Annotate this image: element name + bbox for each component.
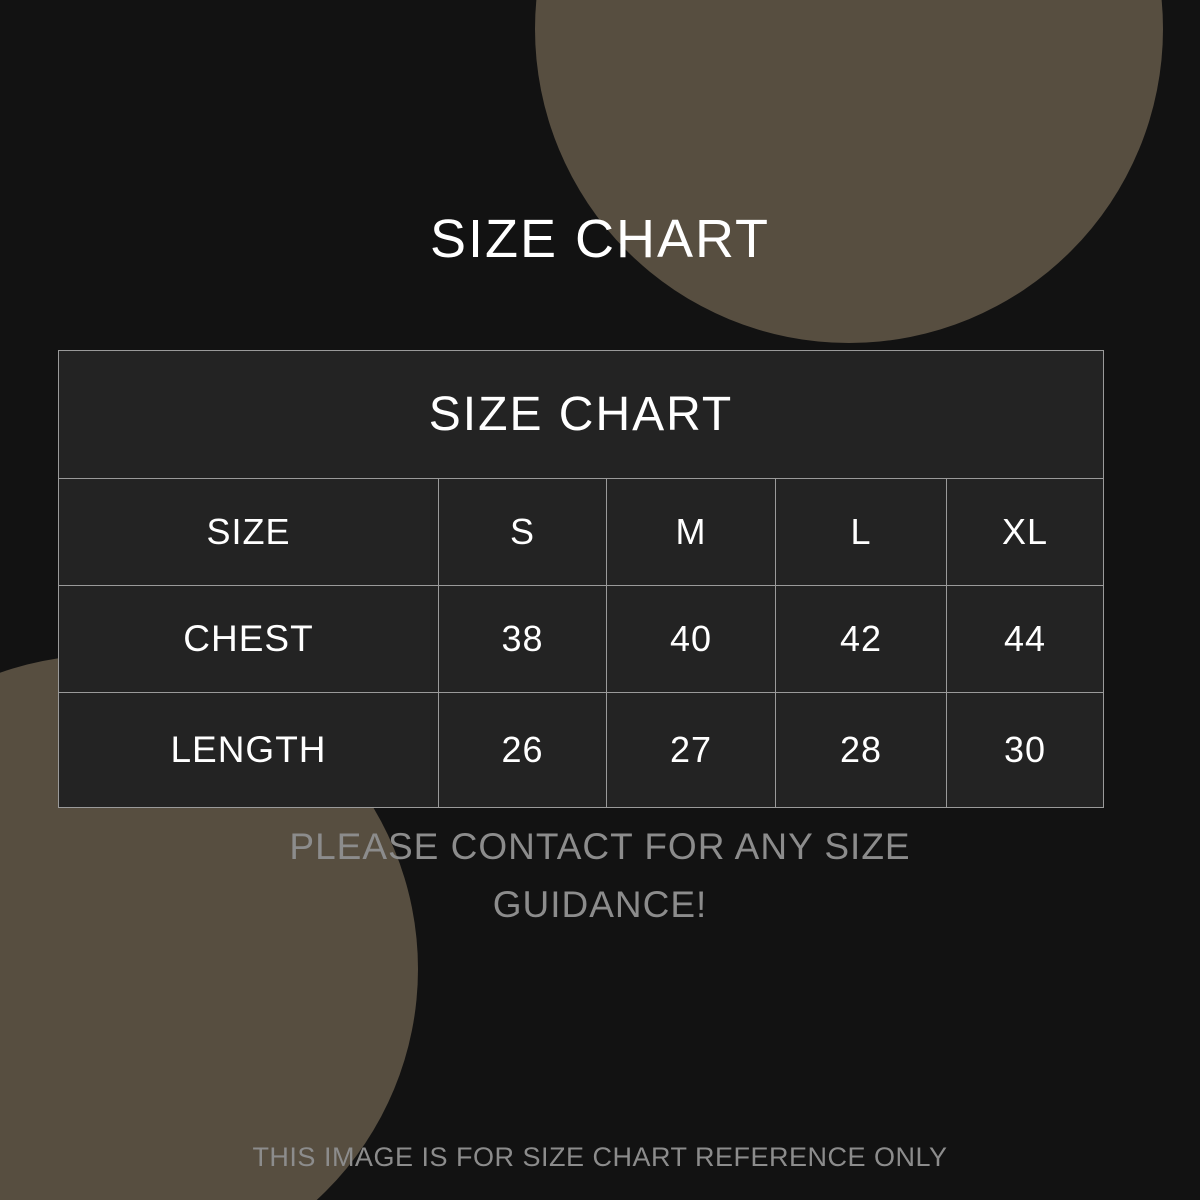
size-chart-table: SIZE CHART SIZE S M L XL CHEST 38 40 42 …: [57, 350, 1105, 808]
table-header-size-m: M: [606, 478, 776, 586]
decorative-circle-top-right: [535, 0, 1163, 343]
table-header-size-label: SIZE: [58, 478, 439, 586]
cell-length-s: 26: [438, 692, 607, 808]
reference-note: THIS IMAGE IS FOR SIZE CHART REFERENCE O…: [252, 1142, 948, 1172]
table-title-row: SIZE CHART: [57, 350, 1105, 479]
row-label-length: LENGTH: [58, 692, 439, 808]
table-row: LENGTH 26 27 28 30: [58, 692, 1105, 808]
page-title: SIZE CHART: [429, 209, 771, 269]
contact-note: PLEASE CONTACT FOR ANY SIZE GUIDANCE!: [289, 826, 911, 925]
table-header-size-l: L: [775, 478, 947, 586]
cell-chest-m: 40: [606, 585, 776, 693]
cell-length-xl: 30: [945, 692, 1105, 808]
table-title: SIZE CHART: [57, 350, 1105, 479]
cell-chest-s: 38: [438, 585, 607, 693]
table-header-row: SIZE S M L XL: [58, 478, 1105, 586]
cell-chest-l: 42: [775, 585, 947, 693]
cell-length-l: 28: [775, 692, 947, 808]
row-label-chest: CHEST: [58, 585, 439, 693]
table-header-size-xl: XL: [945, 478, 1105, 586]
table-row: CHEST 38 40 42 44: [58, 585, 1105, 693]
cell-chest-xl: 44: [945, 585, 1105, 693]
table-header-size-s: S: [438, 478, 607, 586]
cell-length-m: 27: [606, 692, 776, 808]
